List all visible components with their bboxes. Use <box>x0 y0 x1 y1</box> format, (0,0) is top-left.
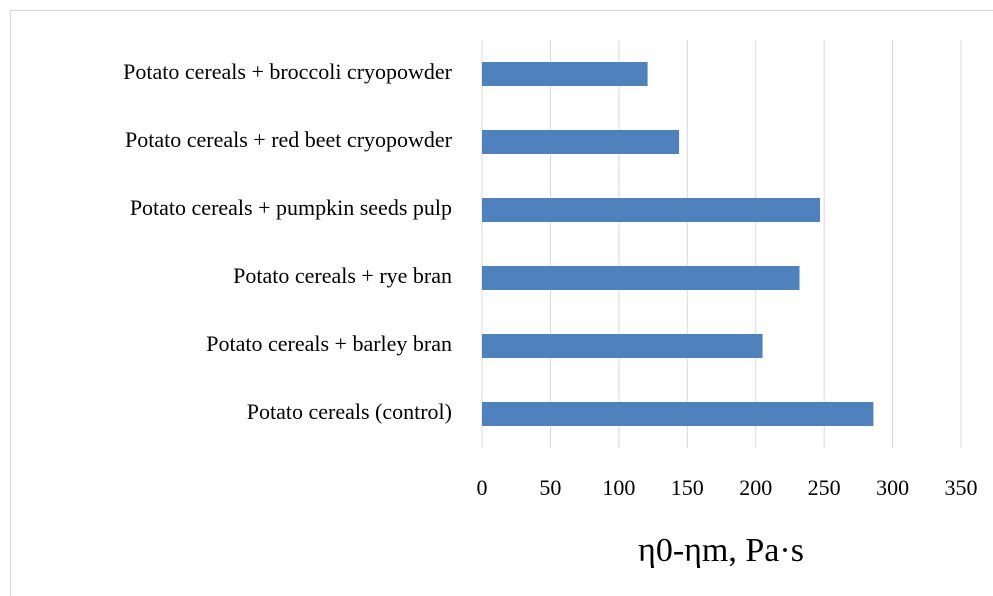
x-tick-label: 200 <box>739 475 772 500</box>
x-axis-label: η0-ηm, Pa·s <box>638 532 804 569</box>
x-tick-label: 300 <box>876 475 909 500</box>
bar <box>482 198 821 222</box>
y-tick-label: Potato cereals + pumpkin seeds pulp <box>130 195 452 220</box>
y-tick-label: Potato cereals + rye bran <box>233 263 452 288</box>
chart-frame <box>10 10 993 596</box>
x-tick-label: 100 <box>602 475 635 500</box>
x-tick-label: 150 <box>671 475 704 500</box>
y-tick-label: Potato cereals (control) <box>247 399 452 424</box>
bar <box>482 130 680 154</box>
bar <box>482 334 763 358</box>
y-tick-label: Potato cereals + barley bran <box>206 331 452 356</box>
bar <box>482 62 648 86</box>
x-tick-label: 50 <box>539 475 561 500</box>
x-tick-label: 250 <box>808 475 841 500</box>
bar <box>482 402 874 426</box>
x-tick-label: 350 <box>945 475 978 500</box>
bar <box>482 266 800 290</box>
y-tick-label: Potato cereals + red beet cryopowder <box>125 127 453 152</box>
y-tick-label: Potato cereals + broccoli cryopowder <box>123 59 453 84</box>
x-tick-label: 0 <box>477 475 488 500</box>
